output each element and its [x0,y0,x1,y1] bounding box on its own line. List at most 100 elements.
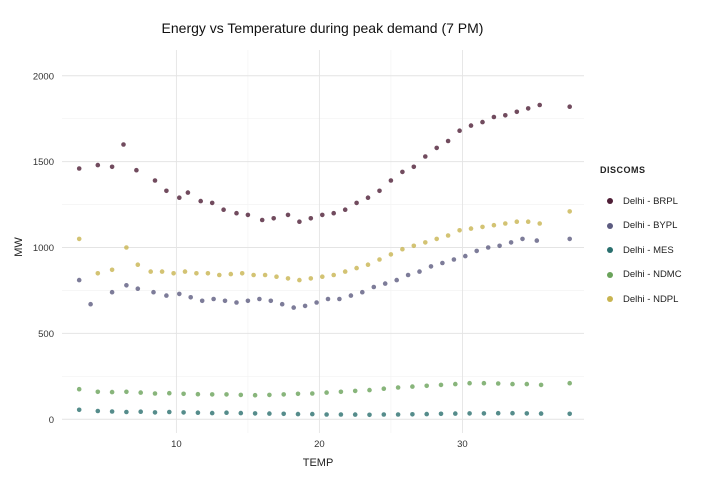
data-point [314,300,319,305]
legend: DISCOMS Delhi - BRPL Delhi - BYPL Delhi - … [600,165,720,312]
data-point [331,210,337,216]
data-point [331,272,337,278]
data-point [257,296,262,302]
series-delhi-ndpl [76,209,572,283]
data-point [109,267,115,273]
legend-swatch [607,271,613,278]
data-point [148,269,153,274]
data-point [338,412,344,417]
data-point [76,386,82,392]
data-point [453,381,458,387]
legend-label: Delhi - BYPL [623,220,678,232]
data-point [205,271,211,276]
data-point [440,260,445,266]
data-point [135,286,141,292]
data-point [342,207,348,212]
x-axis-label: TEMP [303,457,334,469]
data-point [457,228,462,233]
data-point [394,277,400,283]
data-point [76,407,82,413]
data-point [238,410,244,416]
data-point [428,264,434,269]
data-point [352,388,358,394]
data-point [445,233,451,238]
legend-label: Delhi - MES [623,244,674,256]
legend-swatch [607,198,613,205]
data-point [411,164,417,170]
data-point [324,390,329,395]
data-point [124,283,129,288]
data-point [451,257,457,262]
data-point [365,262,371,268]
data-point [423,240,428,245]
y-tick-label: 2000 [33,71,54,82]
data-point [181,410,186,415]
data-point [354,200,359,206]
data-point [221,207,226,212]
legend-items: Delhi - BRPL Delhi - BYPL Delhi - MES Delhi… [600,189,720,312]
data-point [271,216,277,221]
data-point [308,276,314,281]
data-point [463,253,468,259]
y-tick-label: 1000 [33,243,54,254]
data-point [285,212,291,218]
data-point [274,274,279,280]
y-tick-label: 0 [49,415,54,426]
data-point [138,409,143,415]
data-point [188,295,193,300]
data-point [267,392,272,398]
data-point [453,411,458,416]
data-point [480,119,485,125]
data-point [195,391,201,397]
data-point [177,291,182,297]
data-point [457,128,462,133]
data-point [325,296,331,302]
data-point [76,166,82,171]
data-point [238,392,244,398]
data-point [524,381,530,387]
data-point [209,200,215,206]
data-point [267,411,272,416]
data-point [252,392,258,398]
data-point [245,212,251,218]
data-point [514,109,520,115]
series-delhi-mes [76,407,572,418]
data-point [124,409,129,415]
data-point [135,262,141,268]
data-point [481,380,487,386]
legend-item: Delhi - MES [600,238,720,263]
data-point [195,410,201,416]
data-point [95,408,101,414]
data-point [410,384,415,389]
data-point [467,411,472,416]
data-point [295,411,301,417]
data-point [491,114,497,120]
data-point [152,391,158,396]
data-point [88,301,93,307]
data-point [438,411,444,417]
data-point [497,243,502,249]
data-point [167,390,172,396]
data-point [185,190,191,195]
data-point [224,392,229,397]
data-point [109,164,115,170]
data-point [320,274,325,280]
data-point [377,257,382,262]
data-point [348,293,354,298]
data-point [377,188,382,194]
data-point [76,236,82,242]
data-point [279,301,285,307]
data-point [297,277,302,283]
data-point [503,113,508,118]
data-point [495,410,501,416]
data-point [124,245,129,250]
data-point [342,269,348,274]
data-point [171,271,176,276]
data-point [239,271,245,276]
data-point [308,216,314,221]
data-point [302,303,308,309]
data-point [252,411,258,416]
data-point [76,277,82,283]
data-point [217,272,222,278]
data-point [338,389,344,395]
